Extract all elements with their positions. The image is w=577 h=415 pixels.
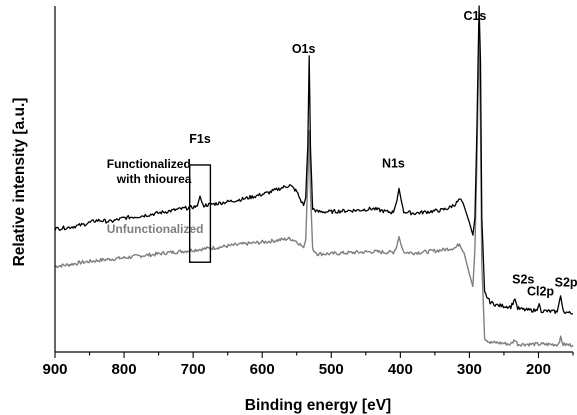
axes: 900 800 700 600 500 400 300 200 bbox=[42, 6, 574, 378]
series-line-functionalized bbox=[54, 5, 574, 315]
x-tick-label: 300 bbox=[457, 361, 482, 378]
x-tick-label: 800 bbox=[112, 361, 137, 378]
series-label-1: Unfunctionalized bbox=[107, 222, 204, 236]
series-label-0: Functionalized with thiourea bbox=[107, 157, 192, 186]
peak-label-n1s: N1s bbox=[382, 156, 405, 170]
peak-label-f1s: F1s bbox=[189, 132, 211, 146]
series-label-line: Functionalized bbox=[107, 157, 191, 171]
peak-label-c1s: C1s bbox=[463, 9, 486, 23]
x-tick-label: 200 bbox=[526, 361, 551, 378]
series-line-unfunctionalized bbox=[54, 33, 574, 348]
x-axis-title: Binding energy [eV] bbox=[245, 397, 391, 414]
x-tick-label: 400 bbox=[388, 361, 413, 378]
x-tick-label: 900 bbox=[42, 361, 67, 378]
x-tick-label: 600 bbox=[250, 361, 275, 378]
peak-label-cl2p: Cl2p bbox=[527, 284, 554, 298]
f1s-highlight-box bbox=[188, 164, 212, 263]
peak-label-s2s: S2s bbox=[512, 272, 534, 286]
x-tick-label: 700 bbox=[181, 361, 206, 378]
peak-label-s2p: S2p bbox=[555, 276, 577, 290]
series-label-line: with thiourea bbox=[116, 172, 192, 186]
y-axis-title: Relative intensity [a.u.] bbox=[11, 98, 28, 267]
x-tick-label: 500 bbox=[319, 361, 344, 378]
peak-label-o1s: O1s bbox=[292, 42, 316, 56]
